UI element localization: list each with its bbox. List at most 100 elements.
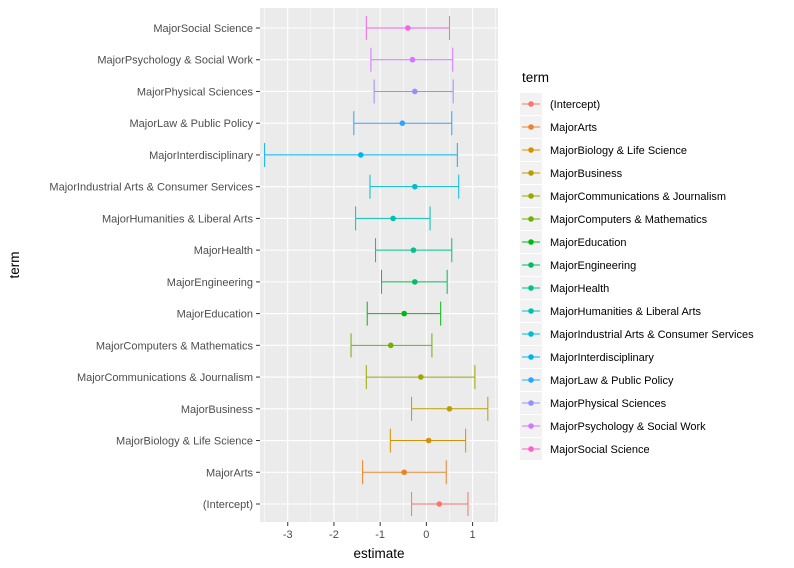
legend-label: MajorBusiness — [550, 168, 623, 180]
legend-label: MajorArts — [550, 122, 598, 134]
errorbar-6 — [366, 301, 442, 326]
legend-item: MajorComputers & Mathematics — [520, 208, 708, 230]
legend-key-point — [528, 377, 534, 383]
legend: term (Intercept) MajorArts MajorBiology & … — [520, 70, 754, 460]
legend-label: MajorInterdisciplinary — [550, 352, 654, 364]
y-tick-label: MajorLaw & Public Policy — [130, 118, 254, 130]
legend-item: MajorBusiness — [520, 162, 623, 184]
legend-key-point — [528, 124, 534, 130]
y-tick-label: MajorPsychology & Social Work — [97, 55, 253, 67]
legend-item: MajorCommunications & Journalism — [520, 185, 726, 207]
y-tick-label: MajorHealth — [194, 245, 253, 257]
legend-label: MajorComputers & Mathematics — [550, 214, 708, 226]
x-axis-title: estimate — [353, 546, 404, 561]
x-tick-label: -2 — [329, 529, 339, 541]
errorbar-2 — [389, 428, 467, 453]
errorbar-1 — [362, 460, 447, 485]
legend-label: MajorHealth — [550, 283, 609, 295]
x-tick-label: 0 — [423, 529, 429, 541]
y-tick-label: MajorArts — [206, 467, 254, 479]
legend-item: MajorLaw & Public Policy — [520, 369, 674, 391]
plot-panel — [260, 8, 498, 522]
legend-label: MajorEducation — [550, 237, 626, 249]
errorbar-15 — [365, 16, 450, 40]
estimate-point — [405, 25, 411, 31]
legend-item: MajorSocial Science — [520, 438, 650, 460]
errorbar-11 — [264, 142, 458, 167]
legend-key-point — [528, 147, 534, 153]
y-tick-label: MajorBiology & Life Science — [116, 436, 253, 448]
legend-key-point — [528, 354, 534, 360]
errorbar-0 — [411, 492, 469, 516]
legend-key-point — [528, 400, 534, 406]
estimate-point — [387, 342, 394, 349]
estimate-point — [401, 469, 407, 476]
x-tick-label: 1 — [470, 529, 476, 541]
errorbar-9 — [355, 206, 431, 231]
legend-item: MajorHealth — [520, 277, 609, 299]
legend-key-point — [528, 423, 534, 429]
legend-key-point — [528, 285, 534, 291]
legend-key-point — [528, 331, 534, 337]
y-axis: (Intercept) MajorArts MajorBiology & Life … — [49, 23, 260, 511]
estimate-point — [412, 183, 418, 190]
estimate-point — [436, 501, 443, 507]
estimate-point — [418, 374, 424, 380]
legend-label: MajorCommunications & Journalism — [550, 191, 726, 203]
legend-item: MajorEducation — [520, 231, 626, 253]
y-tick-label: MajorIndustrial Arts & Consumer Services — [49, 182, 253, 194]
legend-label: (Intercept) — [550, 99, 600, 111]
estimate-point — [390, 215, 396, 222]
estimate-point — [399, 120, 406, 126]
legend-key-point — [528, 216, 534, 222]
legend-label: MajorIndustrial Arts & Consumer Services — [550, 329, 754, 341]
legend-label: MajorHumanities & Liberal Arts — [550, 306, 702, 318]
legend-key-point — [528, 101, 534, 107]
estimate-point — [412, 88, 418, 95]
estimate-point — [401, 310, 407, 317]
legend-item: MajorPhysical Sciences — [520, 392, 667, 414]
estimate-point — [446, 406, 453, 412]
legend-title: term — [522, 70, 549, 85]
estimate-point — [357, 152, 364, 158]
errorbar-14 — [370, 47, 454, 72]
legend-key-point — [528, 193, 534, 199]
legend-label: MajorBiology & Life Science — [550, 145, 687, 157]
y-tick-label: (Intercept) — [203, 499, 253, 511]
legend-item: MajorIndustrial Arts & Consumer Services — [520, 323, 754, 345]
y-tick-label: MajorSocial Science — [153, 23, 253, 35]
errorbar-8 — [375, 238, 453, 263]
legend-item: MajorPsychology & Social Work — [520, 415, 706, 437]
legend-label: MajorPsychology & Social Work — [550, 421, 706, 433]
errorbar-12 — [353, 111, 453, 136]
estimate-point — [409, 56, 416, 63]
legend-item: (Intercept) — [520, 93, 600, 115]
y-tick-label: MajorComputers & Mathematics — [96, 340, 254, 352]
y-tick-label: MajorEducation — [177, 309, 253, 321]
errorbar-13 — [373, 79, 454, 104]
errorbar-7 — [381, 269, 448, 294]
legend-item: MajorInterdisciplinary — [520, 346, 654, 368]
x-axis: -3 -2 -1 0 1 — [283, 522, 476, 541]
estimate-point — [425, 437, 432, 444]
x-tick-label: -1 — [375, 529, 385, 541]
estimate-point — [412, 279, 418, 285]
legend-key-point — [528, 262, 534, 268]
y-tick-label: MajorEngineering — [167, 277, 253, 289]
legend-key-point — [528, 446, 534, 452]
estimate-point — [410, 247, 417, 253]
errorbar-4 — [365, 365, 476, 390]
y-tick-label: MajorInterdisciplinary — [149, 150, 253, 162]
legend-item: MajorArts — [520, 116, 598, 138]
errorbar-5 — [350, 333, 433, 358]
legend-key-point — [528, 170, 534, 176]
y-axis-title: term — [7, 252, 22, 279]
error-bars — [264, 16, 489, 516]
errorbar-10 — [369, 174, 460, 199]
y-tick-label: MajorBusiness — [181, 404, 254, 416]
legend-label: MajorSocial Science — [550, 444, 650, 456]
y-tick-label: MajorHumanities & Liberal Arts — [102, 213, 254, 225]
legend-key-point — [528, 239, 534, 245]
legend-item: MajorHumanities & Liberal Arts — [520, 300, 702, 322]
